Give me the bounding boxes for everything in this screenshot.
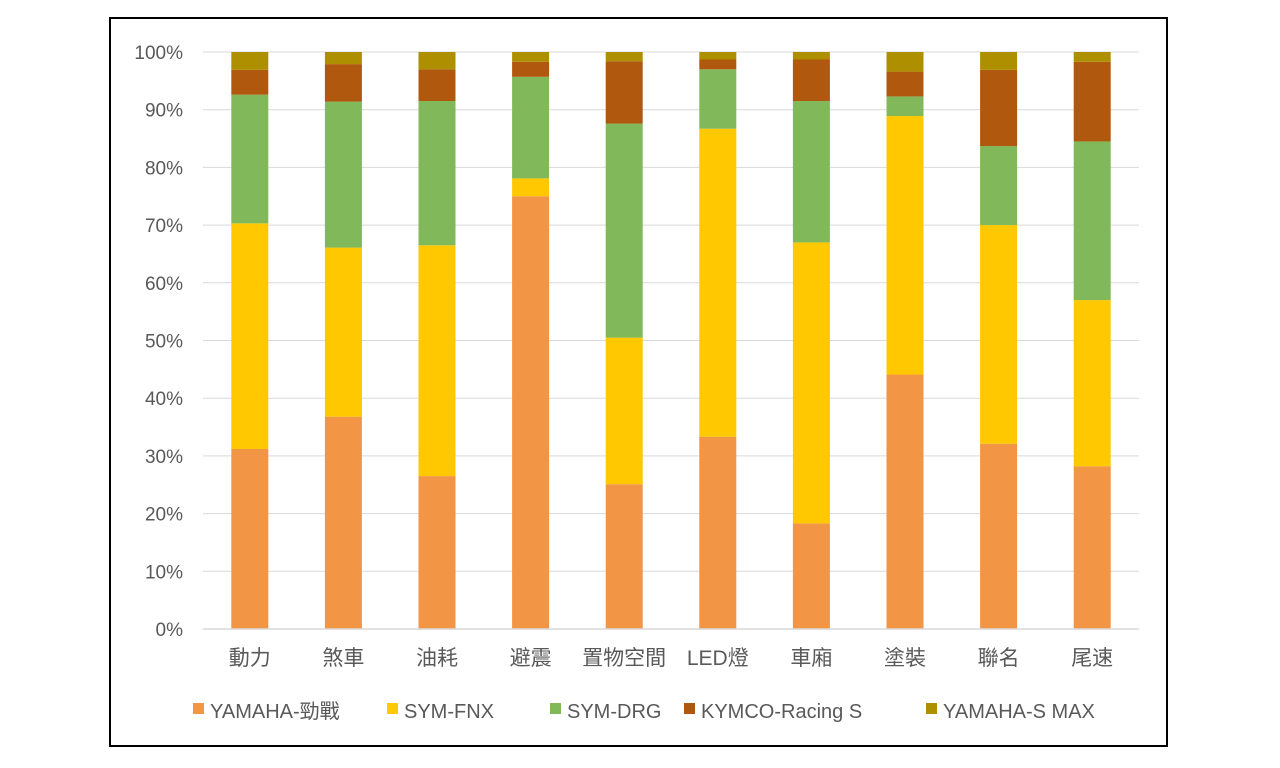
bar-segment <box>1073 300 1111 467</box>
bar-segment <box>605 484 643 629</box>
bar-segment <box>980 52 1018 70</box>
y-tick-label: 0% <box>156 620 184 641</box>
bar-segment <box>792 523 830 629</box>
bar-segment <box>792 52 830 60</box>
bar-segment <box>324 416 362 629</box>
bar-segment <box>792 242 830 524</box>
bar-segment <box>886 374 924 629</box>
bar-segment <box>231 69 269 95</box>
bar-segment <box>231 448 269 629</box>
x-tick-label: LED燈 <box>687 647 749 670</box>
legend-label: SYM-FNX <box>404 701 494 723</box>
bar-segment <box>699 59 737 70</box>
y-tick-label: 100% <box>134 43 183 64</box>
legend: YAMAHA-勁戰 SYM-FNX SYM-DRG KYMCO-Racing S YAM… <box>193 700 1095 723</box>
bar-segment <box>605 52 643 62</box>
y-tick-label: 80% <box>145 158 183 179</box>
bar-segment <box>792 59 830 102</box>
bar-segment <box>1073 141 1111 301</box>
bar-segment <box>605 337 643 485</box>
legend-swatch <box>926 703 937 714</box>
y-tick-label: 30% <box>145 447 183 468</box>
bar-segment <box>231 223 269 449</box>
bar-segment <box>699 128 737 437</box>
bar-segment <box>512 76 550 179</box>
bar-segment <box>418 52 456 70</box>
bar-segment <box>699 52 737 60</box>
bar-segment <box>980 146 1018 226</box>
legend-label: SYM-DRG <box>567 701 661 723</box>
bar-segment <box>980 225 1018 444</box>
bar-segment <box>886 96 924 117</box>
legend-swatch <box>387 703 398 714</box>
bar-segment <box>792 101 830 243</box>
bar-segment <box>886 116 924 375</box>
legend-swatch <box>193 703 204 714</box>
bar-segment <box>699 436 737 629</box>
y-tick-label: 60% <box>145 274 183 295</box>
bar-segment <box>324 247 362 417</box>
bar-segment <box>418 69 456 102</box>
bar-segment <box>418 476 456 629</box>
y-tick-label: 20% <box>145 505 183 526</box>
y-tick-label: 70% <box>145 216 183 237</box>
bar-segment <box>605 61 643 124</box>
x-tick-label: 置物空間 <box>582 647 666 670</box>
bar-segment <box>886 71 924 97</box>
x-tick-label: 動力 <box>229 647 271 670</box>
x-tick-label: 塗裝 <box>884 647 926 670</box>
y-axis-ticks: 0% 10% 20% 30% 40% 50% 60% 70% 80% 90% 100% <box>134 43 183 641</box>
legend-label: YAMAHA-S MAX <box>943 701 1095 723</box>
bar-segment <box>512 196 550 629</box>
bar-segment <box>1073 52 1111 62</box>
stacked-bar-chart: 0% 10% 20% 30% 40% 50% 60% 70% 80% 90% 100% 動力 煞車 油耗… <box>134 43 1139 723</box>
bar-segment <box>324 64 362 102</box>
bar-segment <box>418 101 456 246</box>
bar-segment <box>605 123 643 338</box>
bar-segment <box>512 52 550 62</box>
bar-segment <box>418 245 456 477</box>
bar-segment <box>1073 466 1111 629</box>
bar-segment <box>980 69 1018 147</box>
bar-segment <box>231 94 269 224</box>
bars <box>231 52 1111 629</box>
bar-segment <box>512 178 550 197</box>
y-tick-label: 50% <box>145 332 183 353</box>
legend-label: KYMCO-Racing S <box>701 701 862 723</box>
x-tick-label: 煞車 <box>322 647 364 670</box>
bar-segment <box>324 52 362 65</box>
x-tick-label: 尾速 <box>1071 647 1113 670</box>
x-tick-label: 聯名 <box>978 647 1020 670</box>
bar-segment <box>699 69 737 129</box>
legend-label: YAMAHA-勁戰 <box>210 700 340 723</box>
x-tick-label: 車廂 <box>790 647 832 670</box>
y-tick-label: 90% <box>145 101 183 122</box>
x-tick-label: 避震 <box>510 647 552 670</box>
y-tick-label: 10% <box>145 562 183 583</box>
bar-segment <box>324 101 362 248</box>
bar-segment <box>512 61 550 77</box>
legend-swatch <box>550 703 561 714</box>
legend-swatch <box>684 703 695 714</box>
x-tick-label: 油耗 <box>416 647 458 670</box>
bar-segment <box>886 52 924 72</box>
y-tick-label: 40% <box>145 389 183 410</box>
x-axis-labels: 動力 煞車 油耗 避震 置物空間 LED燈 車廂 塗裝 聯名 尾速 <box>229 647 1113 670</box>
bar-segment <box>980 443 1018 629</box>
chart-frame: 0% 10% 20% 30% 40% 50% 60% 70% 80% 90% 100% 動力 煞車 油耗… <box>109 17 1168 747</box>
bar-segment <box>1073 61 1111 142</box>
bar-segment <box>231 52 269 70</box>
